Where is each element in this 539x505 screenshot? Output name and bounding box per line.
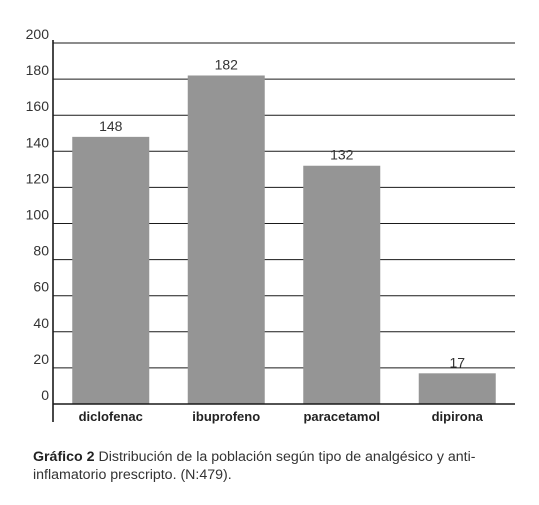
x-tick-label: ibuprofeno (192, 409, 260, 424)
y-tick-label: 200 (26, 26, 50, 42)
figure-caption: Gráfico 2 Distribución de la población s… (33, 448, 523, 484)
data-labels: 148 182 132 17 (99, 56, 465, 370)
x-tick-label: dipirona (432, 409, 484, 424)
caption-label: Gráfico 2 (33, 449, 95, 465)
y-tick-label: 180 (26, 62, 50, 78)
y-tick-label: 0 (41, 387, 49, 403)
data-label: 132 (330, 147, 354, 163)
y-tick-label: 100 (26, 207, 50, 223)
bar-ibuprofeno (187, 75, 265, 405)
y-axis-ticks: 0 20 40 60 80 100 120 140 160 180 200 (26, 26, 50, 403)
bar-paracetamol (303, 165, 381, 404)
y-tick-label: 20 (33, 351, 49, 367)
bar-dipirona (418, 373, 496, 404)
data-label: 17 (449, 354, 465, 370)
bars (72, 75, 496, 405)
data-label: 182 (215, 56, 239, 72)
x-tick-label: paracetamol (303, 409, 380, 424)
bar-diclofenac (72, 136, 150, 405)
y-tick-label: 140 (26, 134, 50, 150)
x-axis-ticks: diclofenac ibuprofeno paracetamol dipirona (79, 409, 484, 424)
y-tick-label: 80 (33, 243, 49, 259)
y-tick-label: 40 (33, 315, 49, 331)
x-tick-label: diclofenac (79, 409, 143, 424)
caption-text: Distribución de la población según tipo … (33, 449, 476, 483)
y-tick-label: 160 (26, 98, 50, 114)
y-tick-label: 60 (33, 279, 49, 295)
y-tick-label: 120 (26, 170, 50, 186)
data-label: 148 (99, 118, 123, 134)
